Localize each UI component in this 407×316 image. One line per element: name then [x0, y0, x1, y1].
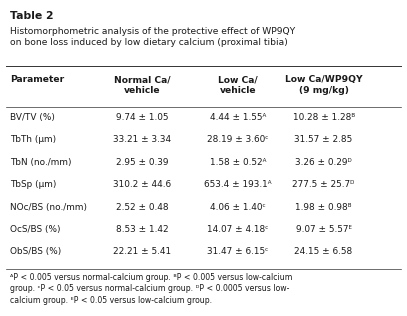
Text: 2.52 ± 0.48: 2.52 ± 0.48	[116, 203, 169, 211]
Text: Low Ca/WP9QY
(9 mg/kg): Low Ca/WP9QY (9 mg/kg)	[285, 75, 362, 95]
Text: Normal Ca/
vehicle: Normal Ca/ vehicle	[114, 75, 171, 95]
Text: 3.26 ± 0.29ᴰ: 3.26 ± 0.29ᴰ	[295, 158, 352, 167]
Text: TbN (no./mm): TbN (no./mm)	[10, 158, 72, 167]
Text: 1.98 ± 0.98ᴮ: 1.98 ± 0.98ᴮ	[295, 203, 352, 211]
Text: Low Ca/
vehicle: Low Ca/ vehicle	[218, 75, 258, 95]
Text: 22.21 ± 5.41: 22.21 ± 5.41	[114, 247, 171, 256]
Text: 31.57 ± 2.85: 31.57 ± 2.85	[294, 135, 353, 144]
Text: ObS/BS (%): ObS/BS (%)	[10, 247, 61, 256]
Text: TbSp (μm): TbSp (μm)	[10, 180, 57, 189]
Text: Table 2: Table 2	[10, 11, 54, 21]
Text: 10.28 ± 1.28ᴮ: 10.28 ± 1.28ᴮ	[293, 113, 354, 122]
Text: 24.15 ± 6.58: 24.15 ± 6.58	[294, 247, 353, 256]
Text: 2.95 ± 0.39: 2.95 ± 0.39	[116, 158, 168, 167]
Text: 31.47 ± 6.15ᶜ: 31.47 ± 6.15ᶜ	[208, 247, 269, 256]
Text: Parameter: Parameter	[10, 75, 64, 84]
Text: 277.5 ± 25.7ᴰ: 277.5 ± 25.7ᴰ	[292, 180, 355, 189]
Text: OcS/BS (%): OcS/BS (%)	[10, 225, 61, 234]
Text: 1.58 ± 0.52ᴬ: 1.58 ± 0.52ᴬ	[210, 158, 266, 167]
Text: 9.07 ± 5.57ᴱ: 9.07 ± 5.57ᴱ	[295, 225, 352, 234]
Text: Histomorphometric analysis of the protective effect of WP9QY
on bone loss induce: Histomorphometric analysis of the protec…	[10, 27, 295, 47]
Text: 28.19 ± 3.60ᶜ: 28.19 ± 3.60ᶜ	[207, 135, 269, 144]
Text: BV/TV (%): BV/TV (%)	[10, 113, 55, 122]
Text: 4.44 ± 1.55ᴬ: 4.44 ± 1.55ᴬ	[210, 113, 266, 122]
Text: TbTh (μm): TbTh (μm)	[10, 135, 56, 144]
Text: 653.4 ± 193.1ᴬ: 653.4 ± 193.1ᴬ	[204, 180, 272, 189]
Text: 33.21 ± 3.34: 33.21 ± 3.34	[114, 135, 171, 144]
Text: NOc/BS (no./mm): NOc/BS (no./mm)	[10, 203, 87, 211]
Text: ᴬP < 0.005 versus normal-calcium group. ᴮP < 0.005 versus low-calcium
group. ᶜP : ᴬP < 0.005 versus normal-calcium group. …	[10, 273, 293, 305]
Text: 9.74 ± 1.05: 9.74 ± 1.05	[116, 113, 168, 122]
Text: 14.07 ± 4.18ᶜ: 14.07 ± 4.18ᶜ	[207, 225, 269, 234]
Text: 310.2 ± 44.6: 310.2 ± 44.6	[114, 180, 171, 189]
Text: 8.53 ± 1.42: 8.53 ± 1.42	[116, 225, 169, 234]
Text: 4.06 ± 1.40ᶜ: 4.06 ± 1.40ᶜ	[210, 203, 266, 211]
